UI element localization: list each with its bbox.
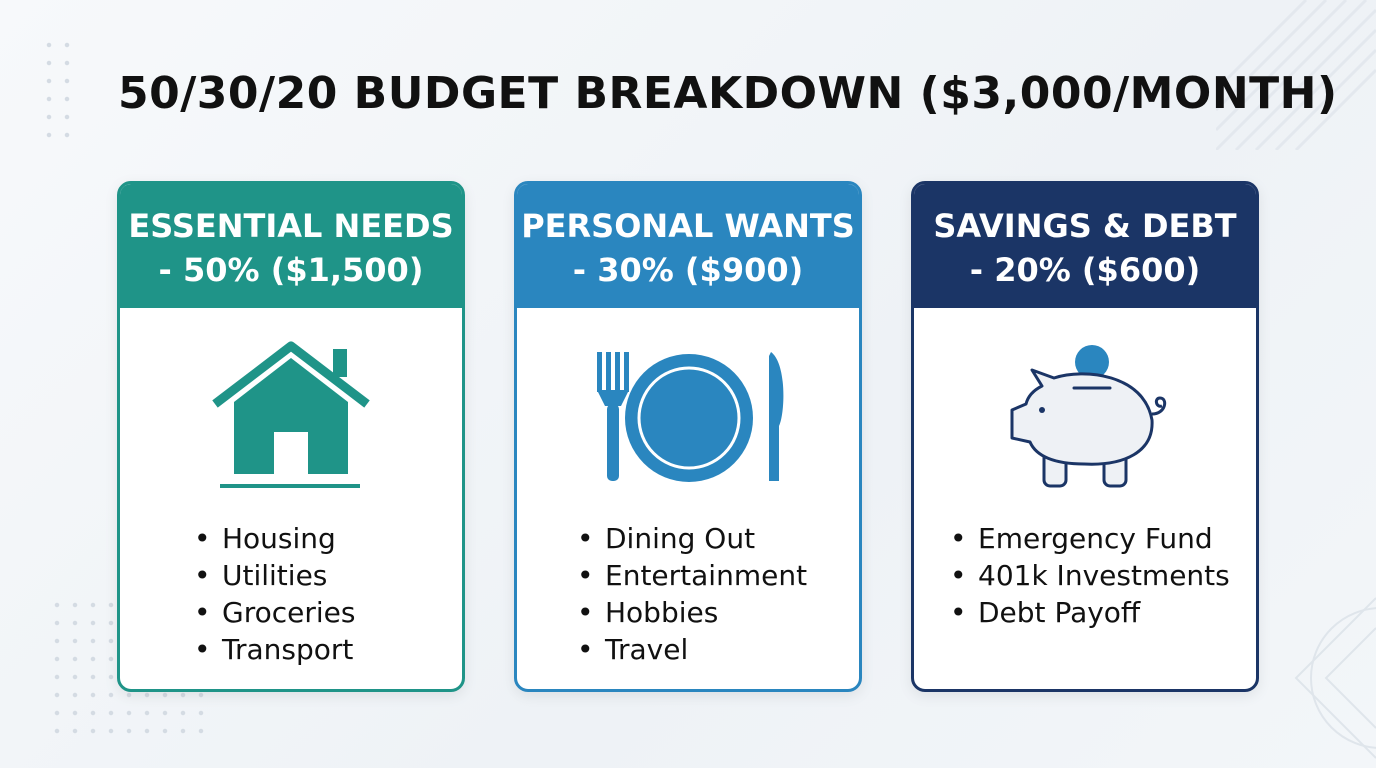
list-item: Utilities <box>194 557 355 594</box>
piggy-bank-icon <box>1010 345 1167 488</box>
list-item: Groceries <box>194 594 355 631</box>
list-item: Hobbies <box>577 594 807 631</box>
decoration <box>1216 0 1376 150</box>
item-list: Emergency Fund 401k Investments Debt Pay… <box>950 520 1230 631</box>
house-icon <box>212 341 370 488</box>
page-title: 50/30/20 BUDGET BREAKDOWN ($3,000/MONTH) <box>118 68 1338 119</box>
budget-card: SAVINGS & DEBT - 20% ($600) Emergency Fu… <box>911 181 1259 692</box>
decoration <box>1294 597 1376 759</box>
dining-icon <box>597 352 784 482</box>
list-item: 401k Investments <box>950 557 1230 594</box>
list-item: Entertainment <box>577 557 807 594</box>
card-header: ESSENTIAL NEEDS - 50% ($1,500) <box>120 184 462 308</box>
card-heading: SAVINGS & DEBT <box>933 207 1237 245</box>
budget-card: PERSONAL WANTS - 30% ($900) Dining Out E… <box>514 181 862 692</box>
card-header: SAVINGS & DEBT - 20% ($600) <box>914 184 1256 308</box>
list-item: Housing <box>194 520 355 557</box>
list-item: Emergency Fund <box>950 520 1230 557</box>
card-header: PERSONAL WANTS - 30% ($900) <box>517 184 859 308</box>
item-list: Dining Out Entertainment Hobbies Travel <box>577 520 807 668</box>
item-list: Housing Utilities Groceries Transport <box>194 520 355 668</box>
decoration <box>40 36 80 146</box>
card-heading: - 20% ($600) <box>969 251 1201 289</box>
budget-card: ESSENTIAL NEEDS - 50% ($1,500) Housing U… <box>117 181 465 692</box>
list-item: Travel <box>577 631 807 668</box>
list-item: Transport <box>194 631 355 668</box>
card-heading: - 50% ($1,500) <box>158 251 424 289</box>
card-heading: ESSENTIAL NEEDS <box>128 207 454 245</box>
card-heading: - 30% ($900) <box>572 251 804 289</box>
card-heading: PERSONAL WANTS <box>521 207 855 245</box>
list-item: Dining Out <box>577 520 807 557</box>
list-item: Debt Payoff <box>950 594 1230 631</box>
